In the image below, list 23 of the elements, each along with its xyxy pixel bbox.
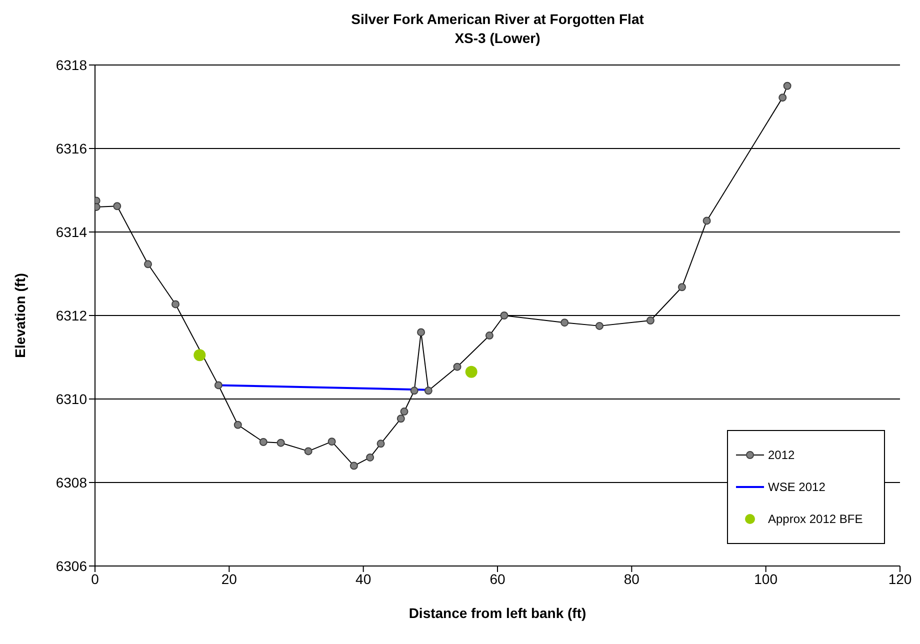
- chart-subtitle: XS-3 (Lower): [454, 29, 542, 48]
- point: [194, 349, 206, 362]
- x-tick-label: 60: [490, 570, 506, 587]
- legend-label: WSE 2012: [768, 480, 826, 494]
- y-tick-label: 6306: [56, 558, 88, 574]
- x-axis-title: Distance from left bank (ft): [408, 604, 586, 621]
- chart-title: Silver Fork American River at Forgotten Flat: [350, 10, 645, 29]
- legend-label: Approx 2012 BFE: [768, 512, 863, 526]
- y-tick-label: 6316: [56, 140, 88, 156]
- y-axis-title: Elevation (ft): [12, 273, 28, 358]
- x-tick-label: 120: [888, 570, 912, 587]
- legend-label: 2012: [768, 448, 795, 462]
- y-tick-label: 6312: [56, 307, 88, 324]
- x-tick-label: 80: [624, 570, 640, 587]
- x-tick-label: 40: [356, 570, 372, 587]
- x-tick-label: 0: [91, 570, 100, 587]
- y-tick-label: 6314: [56, 224, 88, 240]
- x-tick-label: 20: [221, 570, 238, 587]
- y-tick-label: 6310: [56, 390, 88, 407]
- y-tick-label: 6318: [56, 56, 88, 73]
- y-tick-label: 6308: [56, 474, 88, 490]
- point: [465, 366, 478, 378]
- x-tick-label: 100: [754, 570, 778, 587]
